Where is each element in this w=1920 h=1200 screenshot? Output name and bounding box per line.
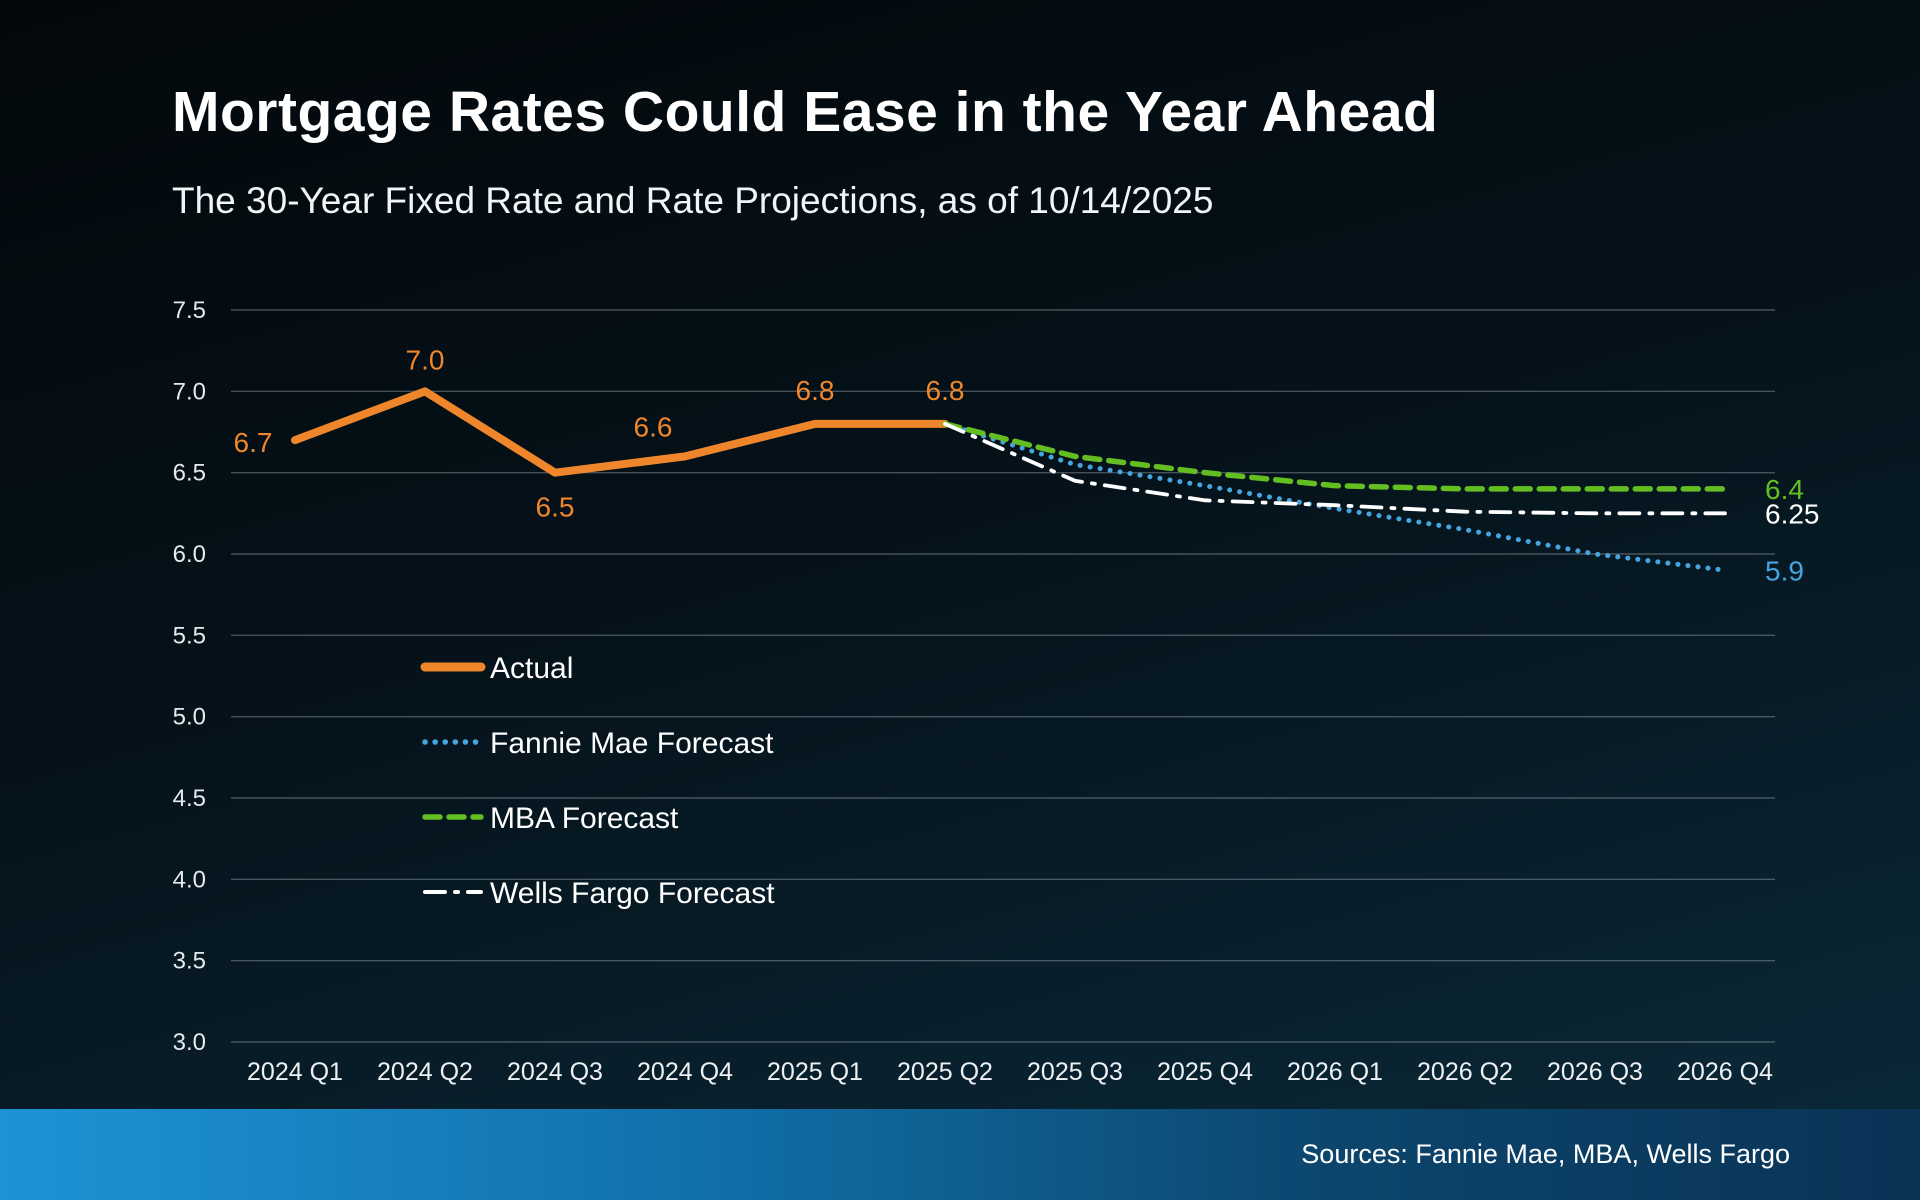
legend-item-mba-forecast: MBA Forecast (422, 802, 679, 835)
data-label: 7.0 (406, 344, 445, 375)
gridlines (231, 309, 1775, 1043)
x-tick-label: 2025 Q3 (1027, 1058, 1123, 1086)
y-tick-label: 5.5 (173, 622, 206, 649)
y-tick-label: 4.5 (173, 785, 206, 812)
x-tick-label: 2024 Q3 (507, 1058, 603, 1086)
y-tick-label: 7.0 (173, 378, 206, 405)
series-line-fannie-mae-forecast (942, 421, 1728, 573)
legend-item-wells-fargo-forecast: Wells Fargo Forecast (423, 877, 775, 910)
legend-item-actual: Actual (420, 652, 573, 685)
data-label: 6.8 (796, 375, 835, 406)
y-tick-label: 3.0 (173, 1029, 206, 1056)
y-tick-label: 6.5 (173, 460, 206, 487)
chart-title: Mortgage Rates Could Ease in the Year Ah… (172, 80, 1439, 144)
x-tick-label: 2026 Q3 (1547, 1058, 1643, 1086)
chart-subtitle: The 30-Year Fixed Rate and Rate Projecti… (172, 180, 1214, 221)
x-tick-label: 2025 Q4 (1157, 1058, 1253, 1086)
series-line-mba-forecast (942, 421, 1728, 492)
x-tick-label: 2025 Q1 (767, 1058, 863, 1086)
y-tick-label: 3.5 (173, 948, 206, 975)
x-tick-label: 2026 Q1 (1287, 1058, 1383, 1086)
legend-label: MBA Forecast (490, 802, 679, 835)
end-label: 5.9 (1765, 555, 1804, 586)
end-label: 6.25 (1765, 498, 1820, 529)
x-tick-label: 2024 Q4 (637, 1058, 733, 1086)
x-tick-label: 2024 Q2 (377, 1058, 473, 1086)
data-label: 6.8 (926, 375, 965, 406)
data-label: 6.7 (234, 427, 273, 458)
x-tick-label: 2026 Q2 (1417, 1058, 1513, 1086)
series-line-actual (291, 387, 949, 477)
y-tick-label: 4.0 (173, 866, 206, 893)
x-tick-label: 2024 Q1 (247, 1058, 343, 1086)
x-tick-label: 2026 Q4 (1677, 1058, 1773, 1086)
legend-label: Actual (490, 652, 573, 685)
y-tick-label: 5.0 (173, 704, 206, 731)
data-label: 6.5 (536, 492, 575, 523)
x-tick-label: 2025 Q2 (897, 1058, 993, 1086)
axis-tick-labels: 3.0 3.5 4.0 4.5 5.0 5.5 6.0 6.5 7.0 7.5 2024 Q1 202… (173, 297, 1773, 1086)
sources-text: Sources: Fannie Mae, MBA, Wells Fargo (1301, 1139, 1790, 1169)
legend-label: Fannie Mae Forecast (490, 727, 774, 760)
y-tick-label: 6.0 (173, 541, 206, 568)
legend-item-fannie-mae-forecast: Fannie Mae Forecast (422, 727, 774, 760)
y-tick-label: 7.5 (173, 297, 206, 324)
footer-band: Sources: Fannie Mae, MBA, Wells Fargo (0, 1109, 1920, 1200)
series-line-wells-fargo-forecast (943, 421, 1727, 516)
data-label: 6.6 (634, 411, 673, 442)
legend-label: Wells Fargo Forecast (490, 877, 775, 910)
end-label: 6.4 (1765, 474, 1804, 505)
